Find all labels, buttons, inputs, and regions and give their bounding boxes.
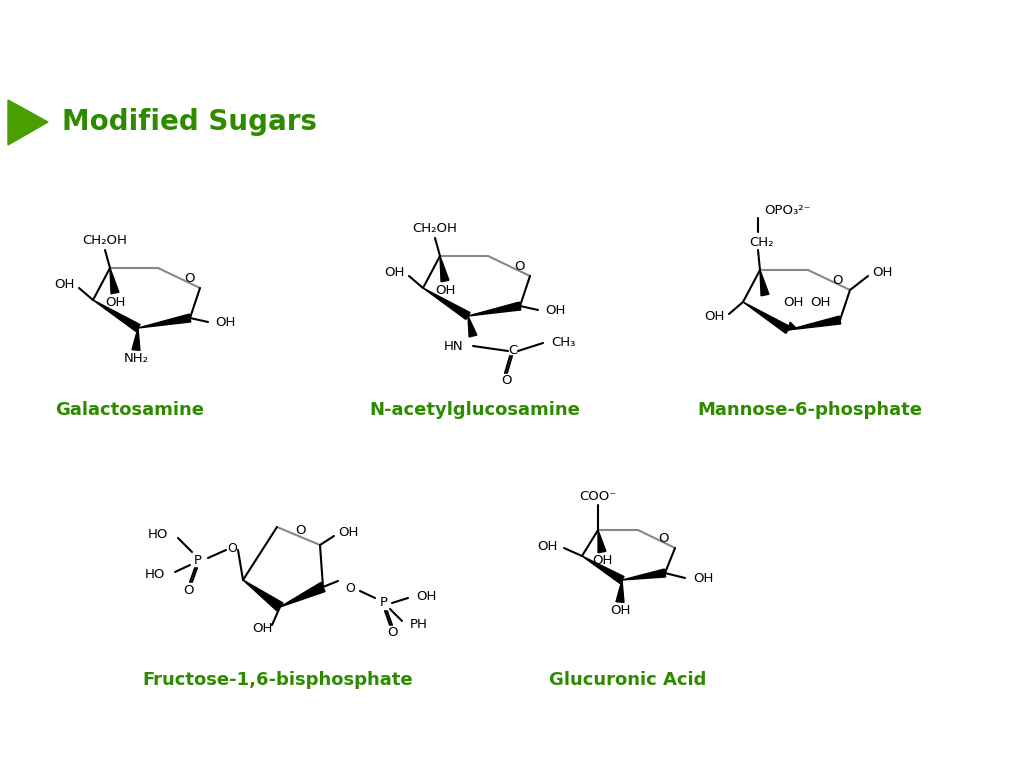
Polygon shape bbox=[788, 322, 796, 330]
Text: C: C bbox=[508, 345, 517, 357]
Text: P: P bbox=[380, 597, 388, 610]
Text: O: O bbox=[182, 584, 194, 597]
Text: O: O bbox=[295, 525, 306, 538]
Text: P: P bbox=[194, 554, 202, 567]
Text: OH: OH bbox=[215, 316, 236, 329]
Text: OH: OH bbox=[810, 296, 830, 309]
Text: OH: OH bbox=[252, 623, 272, 635]
Polygon shape bbox=[93, 300, 140, 332]
Text: Mannose-6-phosphate: Mannose-6-phosphate bbox=[697, 401, 923, 419]
Text: O: O bbox=[514, 260, 524, 273]
Text: OH: OH bbox=[54, 279, 75, 292]
Text: O: O bbox=[345, 581, 355, 594]
Text: COO⁻: COO⁻ bbox=[580, 491, 616, 504]
Polygon shape bbox=[440, 256, 449, 282]
Polygon shape bbox=[423, 288, 470, 319]
Polygon shape bbox=[280, 582, 325, 607]
Polygon shape bbox=[598, 530, 606, 553]
Text: O: O bbox=[501, 375, 511, 388]
Text: CH₂: CH₂ bbox=[750, 237, 774, 250]
Polygon shape bbox=[468, 302, 521, 316]
Text: OH: OH bbox=[872, 266, 892, 279]
Polygon shape bbox=[622, 569, 666, 580]
Polygon shape bbox=[8, 100, 48, 145]
Text: OH: OH bbox=[416, 591, 436, 604]
Polygon shape bbox=[616, 580, 624, 602]
Text: CH₂OH: CH₂OH bbox=[413, 221, 458, 234]
Text: O: O bbox=[227, 541, 237, 554]
Text: OH: OH bbox=[693, 572, 714, 585]
Polygon shape bbox=[582, 556, 624, 584]
Polygon shape bbox=[110, 268, 119, 294]
Text: HO: HO bbox=[144, 568, 165, 581]
Polygon shape bbox=[760, 270, 769, 296]
Text: OH: OH bbox=[610, 604, 630, 617]
Text: OH: OH bbox=[545, 304, 565, 317]
Text: OH: OH bbox=[592, 554, 612, 567]
Text: Fructose-1,6-bisphosphate: Fructose-1,6-bisphosphate bbox=[142, 671, 414, 689]
Text: OH: OH bbox=[782, 296, 803, 309]
Polygon shape bbox=[132, 328, 140, 350]
Text: Glucuronic Acid: Glucuronic Acid bbox=[549, 671, 707, 689]
Text: OH: OH bbox=[104, 296, 125, 310]
Text: OH: OH bbox=[435, 284, 456, 297]
Polygon shape bbox=[468, 316, 477, 337]
Text: HN: HN bbox=[443, 339, 463, 353]
Text: PH: PH bbox=[410, 618, 428, 631]
Text: HO: HO bbox=[147, 528, 168, 541]
Text: N-acetylglucosamine: N-acetylglucosamine bbox=[370, 401, 581, 419]
Text: O: O bbox=[184, 272, 195, 284]
Text: CH₂OH: CH₂OH bbox=[83, 233, 127, 247]
Text: CH₃: CH₃ bbox=[551, 336, 575, 349]
Text: O: O bbox=[658, 532, 669, 545]
Polygon shape bbox=[243, 580, 283, 611]
Text: OH: OH bbox=[705, 310, 725, 323]
Text: OPO₃²⁻: OPO₃²⁻ bbox=[765, 204, 811, 217]
Text: OH: OH bbox=[385, 266, 406, 280]
Text: O: O bbox=[831, 273, 843, 286]
Polygon shape bbox=[138, 314, 190, 328]
Text: O: O bbox=[387, 627, 397, 640]
Text: Galactosamine: Galactosamine bbox=[55, 401, 205, 419]
Polygon shape bbox=[743, 302, 791, 333]
Text: Modified Sugars: Modified Sugars bbox=[62, 108, 317, 136]
Text: NH₂: NH₂ bbox=[124, 352, 148, 365]
Text: OH: OH bbox=[538, 541, 558, 554]
Polygon shape bbox=[788, 316, 841, 330]
Text: OH: OH bbox=[338, 527, 358, 539]
